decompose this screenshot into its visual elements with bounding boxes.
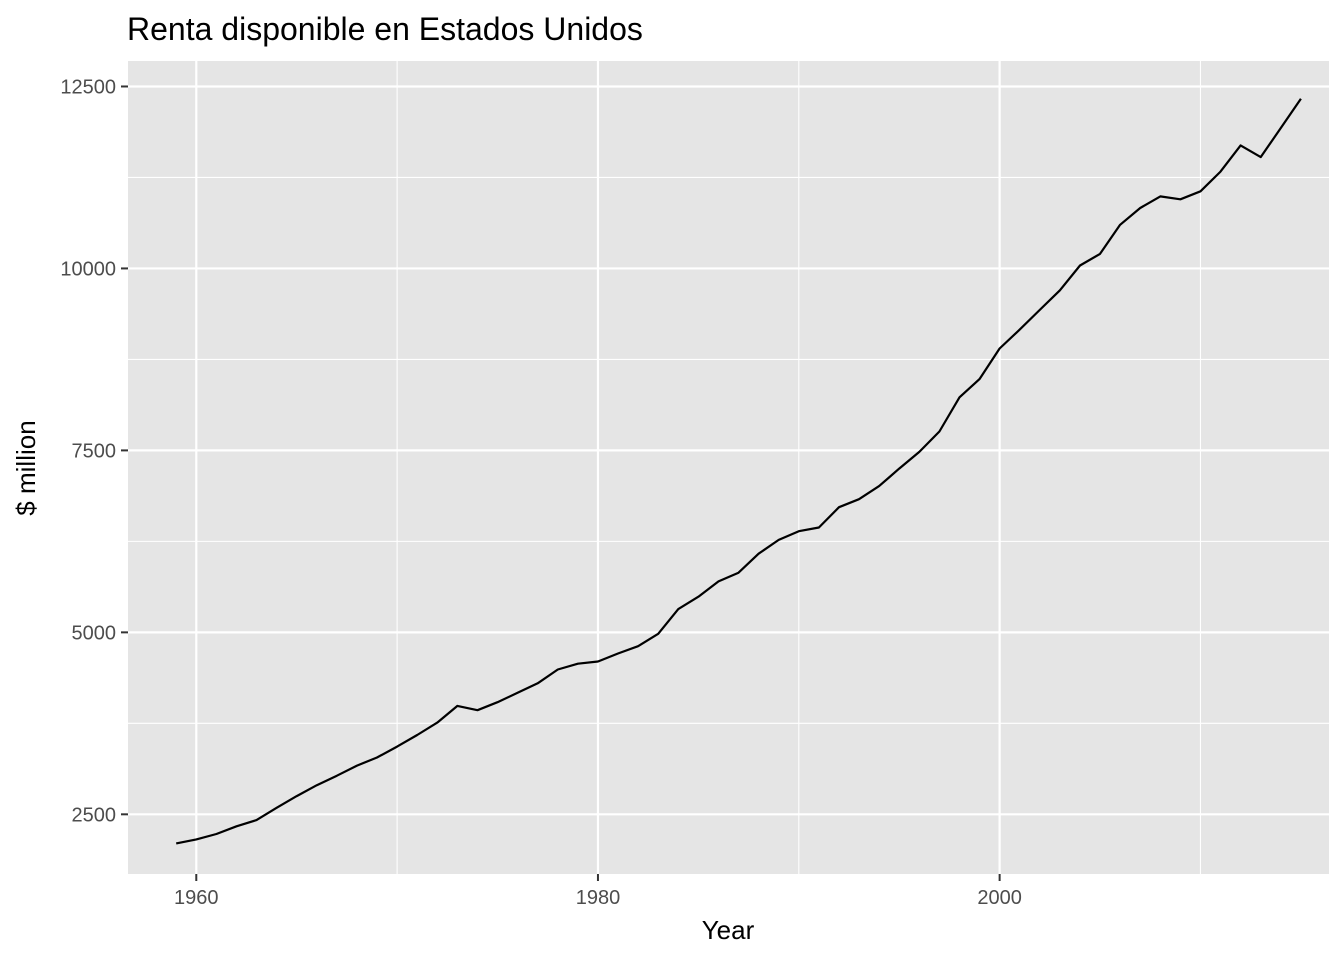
plot-panel — [128, 61, 1329, 874]
series-line — [175, 98, 1302, 845]
x-axis-title: Year — [702, 915, 755, 945]
series-group — [175, 98, 1302, 845]
y-tick-label: 2500 — [72, 804, 117, 826]
gridlines — [128, 61, 1329, 874]
y-tick-label: 5000 — [72, 622, 117, 644]
y-tick-label: 10000 — [60, 258, 116, 280]
y-tick-label: 7500 — [72, 440, 117, 462]
y-axis: 2500 5000 7500 10000 12500 — [60, 76, 128, 826]
x-axis: 1960 1980 2000 — [174, 874, 1022, 909]
x-tick-label: 1980 — [576, 887, 621, 909]
chart-title: Renta disponible en Estados Unidos — [127, 11, 643, 47]
y-tick-label: 12500 — [60, 76, 116, 98]
y-axis-title: $ million — [11, 420, 41, 515]
x-tick-label: 2000 — [977, 887, 1022, 909]
x-tick-label: 1960 — [174, 887, 219, 909]
